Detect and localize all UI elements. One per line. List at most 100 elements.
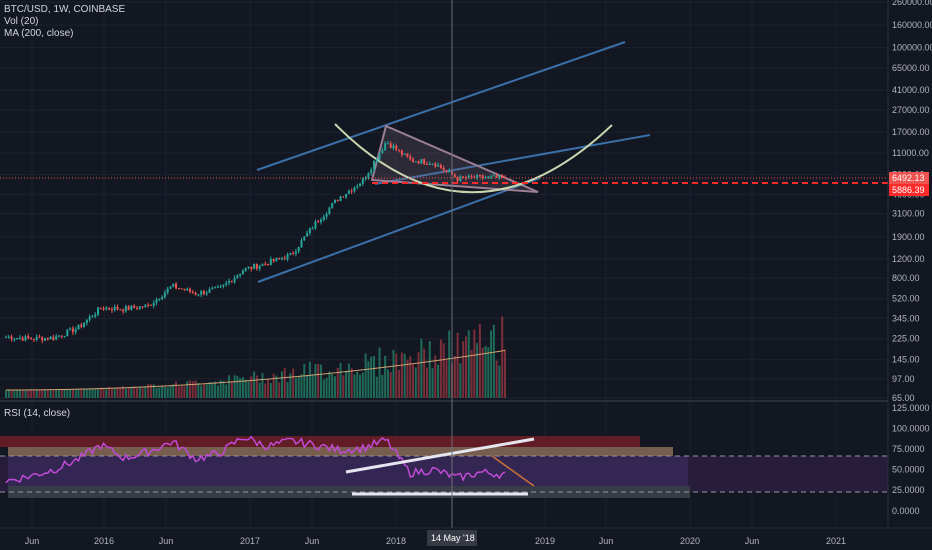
candle-body: [381, 150, 384, 154]
channel-line-upper[interactable]: [256, 41, 626, 171]
volume-indicator-label[interactable]: Vol (20): [4, 16, 39, 27]
main-legend[interactable]: BTC/USD, 1W, COINBASE Vol (20) MA (200, …: [4, 4, 125, 40]
volume-bar: [186, 381, 189, 398]
symbol-label[interactable]: BTC/USD, 1W, COINBASE: [4, 4, 126, 15]
candle-body: [423, 159, 426, 165]
candle-body: [434, 163, 437, 167]
candle-body: [492, 175, 495, 177]
rsi-trend-small[interactable]: [491, 455, 535, 487]
price-axis-label: 145.00: [892, 355, 920, 365]
cup-arc[interactable]: [334, 123, 613, 194]
candle-body: [141, 306, 144, 308]
volume-bar: [21, 389, 24, 398]
volume-bar: [180, 384, 183, 398]
candle-body: [21, 337, 24, 341]
candle-body: [247, 266, 250, 268]
volume-bar: [378, 347, 381, 398]
candle-body: [183, 288, 186, 291]
candle-body: [356, 186, 359, 188]
volume-bar: [216, 385, 219, 398]
candle-body: [425, 164, 428, 166]
channel-line-middle[interactable]: [374, 134, 651, 185]
volume-bar: [255, 375, 258, 398]
candle-body: [57, 335, 60, 337]
volume-ma-line: [5, 349, 506, 391]
volume-bar: [350, 368, 353, 398]
candle-body: [431, 163, 434, 165]
ma-indicator-label[interactable]: MA (200, close): [4, 28, 74, 39]
candle-body: [317, 221, 320, 223]
volume-bar: [175, 381, 178, 398]
candle-body: [99, 307, 102, 309]
candle-body: [400, 150, 403, 155]
candle-body: [5, 336, 7, 338]
time-axis-label: Jun: [159, 536, 174, 546]
volume-bar: [384, 355, 387, 398]
candle-body: [283, 258, 286, 260]
volume-bar: [239, 378, 242, 398]
rsi-indicator-label[interactable]: RSI (14, close): [4, 408, 71, 419]
candle-body: [127, 306, 130, 310]
price-axis-label: 97.00: [892, 374, 915, 384]
price-axis-label: 3100.00: [892, 208, 925, 218]
rsi-zone-red[interactable]: [0, 436, 640, 447]
candle-body: [336, 199, 339, 201]
volume-bar: [498, 365, 501, 398]
candle-body: [384, 143, 387, 151]
candle-body: [280, 258, 283, 260]
volume-bar: [392, 349, 395, 398]
candle-body: [467, 175, 470, 179]
candle-body: [353, 187, 356, 192]
candle-body: [361, 178, 364, 185]
candle-body: [230, 281, 233, 283]
volume-bar: [398, 369, 401, 398]
candle-body: [314, 221, 317, 229]
volume-bar: [38, 389, 41, 398]
candle-body: [13, 338, 16, 340]
time-axis-label: 2018: [386, 536, 406, 546]
volume-bar: [225, 384, 228, 398]
candle-body: [197, 294, 200, 296]
candle-body: [437, 165, 440, 167]
candle-body: [403, 153, 406, 155]
volume-bar: [219, 380, 222, 398]
rsi-divergence-upper[interactable]: [345, 437, 535, 474]
volume-bar: [49, 389, 52, 398]
candle-body: [350, 190, 353, 192]
volume-bar: [172, 384, 175, 398]
volume-bar: [462, 341, 465, 398]
candle-body: [228, 281, 231, 283]
candle-body: [169, 286, 172, 289]
candle-body: [186, 288, 189, 291]
candle-body: [216, 286, 219, 288]
candle-body: [398, 149, 401, 151]
volume-bar: [328, 371, 331, 398]
candle-body: [155, 299, 158, 303]
candle-body: [275, 257, 278, 262]
volume-bar: [267, 379, 270, 398]
volume-bar: [183, 386, 186, 398]
volume-bar: [417, 352, 420, 398]
candle-body: [333, 199, 336, 204]
price-axis-label: 41000.00: [892, 85, 930, 95]
volume-bar: [470, 349, 473, 398]
volume-bar: [211, 382, 214, 398]
volume-bar: [244, 379, 247, 398]
volume-bar: [356, 371, 359, 398]
rsi-legend[interactable]: RSI (14, close): [4, 408, 70, 420]
candle-body: [375, 159, 378, 162]
price-axis-label: 65000.00: [892, 63, 930, 73]
candle-body: [372, 161, 375, 170]
volume-bar: [247, 381, 250, 398]
volume-bar: [425, 367, 428, 398]
channel-line-lower[interactable]: [257, 177, 541, 283]
price-axis-label: 17000.00: [892, 127, 930, 137]
price-candles: [5, 140, 506, 344]
price-axis-bg[interactable]: [888, 0, 932, 528]
rsi-axis-label: 0.0000: [892, 506, 920, 516]
volume-bar: [66, 389, 69, 398]
candle-body: [311, 228, 314, 230]
candle-body: [60, 335, 63, 337]
